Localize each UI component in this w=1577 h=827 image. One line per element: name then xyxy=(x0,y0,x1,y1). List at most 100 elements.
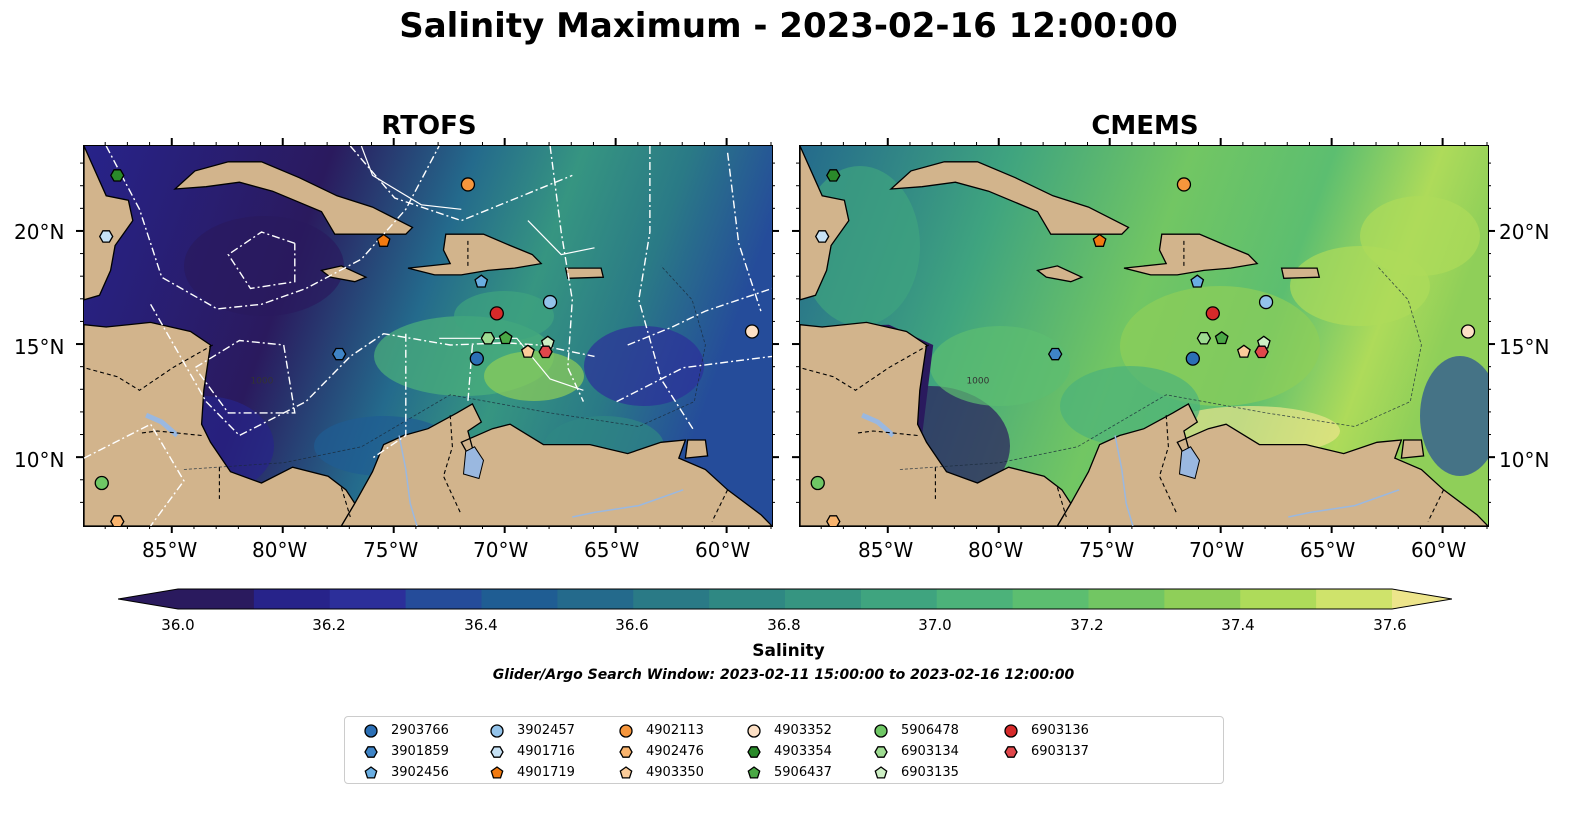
legend-label: 6903137 xyxy=(1031,744,1089,759)
float-marker-6903134[interactable] xyxy=(480,331,496,345)
float-marker-4902476[interactable] xyxy=(826,515,841,526)
float-marker-3902456[interactable] xyxy=(1190,274,1205,288)
legend-marker-pentagon-icon xyxy=(874,766,888,779)
legend-label: 4903352 xyxy=(774,723,832,738)
legend-marker-circle-icon xyxy=(490,724,504,738)
float-marker-5906478[interactable] xyxy=(810,475,825,491)
float-marker-4903350[interactable] xyxy=(520,344,535,358)
figure-title: Salinity Maximum - 2023-02-16 12:00:00 xyxy=(399,6,1178,46)
legend-label: 6903136 xyxy=(1031,723,1089,738)
legend-label: 4903350 xyxy=(646,765,704,780)
float-marker-3901859[interactable] xyxy=(1047,347,1063,361)
float-marker-3902457[interactable] xyxy=(542,294,558,310)
y-tick-label: 15°N xyxy=(1499,335,1550,359)
x-tick-label: 60°W xyxy=(1411,538,1467,562)
y-tick-label: 20°N xyxy=(1499,220,1550,244)
panel-title-rtofs: RTOFS xyxy=(381,111,477,141)
panel-title-cmems: CMEMS xyxy=(1091,111,1199,141)
legend-marker-circle-icon xyxy=(874,724,888,738)
float-marker-4901719[interactable] xyxy=(376,233,391,247)
legend-label: 5906437 xyxy=(774,765,832,780)
float-marker-2903766[interactable] xyxy=(469,351,484,366)
x-tick-label: 70°W xyxy=(473,538,529,562)
map-panel-rtofs[interactable]: 1000 xyxy=(83,145,773,527)
contour-label: 1000 xyxy=(966,377,989,387)
contour-label: 1000 xyxy=(250,377,273,387)
map-canvas-cmems[interactable]: 1000 xyxy=(800,146,1488,526)
float-marker-4903350[interactable] xyxy=(1236,344,1251,358)
x-tick-label: 70°W xyxy=(1189,538,1245,562)
legend-marker-circle-icon xyxy=(364,724,378,738)
float-marker-3901859[interactable] xyxy=(331,347,347,361)
x-tick-label: 80°W xyxy=(252,538,308,562)
legend-marker-hexagon-icon xyxy=(364,746,378,758)
float-marker-3902457[interactable] xyxy=(1258,294,1274,310)
float-marker-4901716[interactable] xyxy=(98,230,114,243)
map-canvas-rtofs[interactable]: 1000 xyxy=(84,146,772,526)
float-marker-6903134[interactable] xyxy=(1196,331,1212,345)
search-window-caption: Glider/Argo Search Window: 2023-02-11 15… xyxy=(492,667,1075,683)
legend-label: 4901716 xyxy=(517,744,575,759)
legend-marker-circle-icon xyxy=(747,724,761,738)
colorbar-tick-label: 36.8 xyxy=(767,616,801,634)
float-marker-4901719[interactable] xyxy=(1092,233,1107,247)
legend-marker-circle-icon xyxy=(619,724,633,738)
colorbar-tick-label: 36.4 xyxy=(464,616,498,634)
legend-label: 3902457 xyxy=(517,723,575,738)
float-marker-6903136[interactable] xyxy=(1205,306,1220,321)
colorbar-tick-label: 36.2 xyxy=(312,616,346,634)
legend-label: 4903354 xyxy=(774,744,832,759)
map-panel-cmems[interactable]: 1000 xyxy=(799,145,1489,527)
legend-label: 6903135 xyxy=(901,765,959,780)
x-tick-label: 85°W xyxy=(858,538,914,562)
x-tick-label: 75°W xyxy=(363,538,419,562)
colorbar-tick-label: 36.0 xyxy=(161,616,195,634)
legend-label: 4902113 xyxy=(646,723,704,738)
legend-marker-pentagon-icon xyxy=(490,766,504,779)
x-tick-label: 80°W xyxy=(968,538,1024,562)
legend-label: 3902456 xyxy=(391,765,449,780)
legend-marker-hexagon-icon xyxy=(490,746,504,758)
float-marker-4903354[interactable] xyxy=(110,169,125,182)
legend-marker-hexagon-icon xyxy=(619,746,633,758)
float-marker-5906437[interactable] xyxy=(1214,330,1229,345)
float-marker-4903354[interactable] xyxy=(826,169,841,182)
float-marker-6903137[interactable] xyxy=(538,345,553,359)
float-marker-6903136[interactable] xyxy=(489,306,504,321)
legend-label: 5906478 xyxy=(901,723,959,738)
y-tick-label: 20°N xyxy=(14,220,65,244)
float-marker-4902113[interactable] xyxy=(1176,177,1192,192)
float-marker-4901716[interactable] xyxy=(814,230,830,243)
x-tick-label: 60°W xyxy=(695,538,751,562)
colorbar xyxy=(118,588,1452,610)
x-tick-label: 75°W xyxy=(1079,538,1135,562)
float-marker-4902113[interactable] xyxy=(460,177,476,192)
float-marker-2903766[interactable] xyxy=(1185,351,1200,366)
legend-marker-hexagon-icon xyxy=(1004,746,1018,758)
colorbar-tick-label: 37.6 xyxy=(1373,616,1407,634)
y-tick-label: 10°N xyxy=(14,448,65,472)
legend: 2903766 3901859 3902456 3902457 4901716 49017… xyxy=(344,716,1224,784)
colorbar-label: Salinity xyxy=(752,641,825,661)
float-marker-3902456[interactable] xyxy=(474,274,489,288)
float-marker-4903352[interactable] xyxy=(1460,324,1476,339)
y-tick-label: 15°N xyxy=(14,335,65,359)
x-tick-label: 65°W xyxy=(584,538,640,562)
y-tick-label: 10°N xyxy=(1499,448,1550,472)
float-marker-5906437[interactable] xyxy=(498,330,513,345)
legend-marker-pentagon-icon xyxy=(364,766,378,779)
legend-label: 3901859 xyxy=(391,744,449,759)
x-tick-label: 65°W xyxy=(1300,538,1356,562)
legend-label: 4901719 xyxy=(517,765,575,780)
legend-label: 4902476 xyxy=(646,744,704,759)
float-marker-5906478[interactable] xyxy=(94,475,109,491)
colorbar-tick-label: 37.0 xyxy=(918,616,952,634)
legend-marker-pentagon-icon xyxy=(619,766,633,779)
float-marker-4902476[interactable] xyxy=(110,515,125,526)
legend-label: 2903766 xyxy=(391,723,449,738)
float-marker-4903352[interactable] xyxy=(744,324,760,339)
legend-marker-circle-icon xyxy=(1004,724,1018,738)
float-marker-6903137[interactable] xyxy=(1254,345,1269,359)
colorbar-tick-label: 37.2 xyxy=(1070,616,1104,634)
